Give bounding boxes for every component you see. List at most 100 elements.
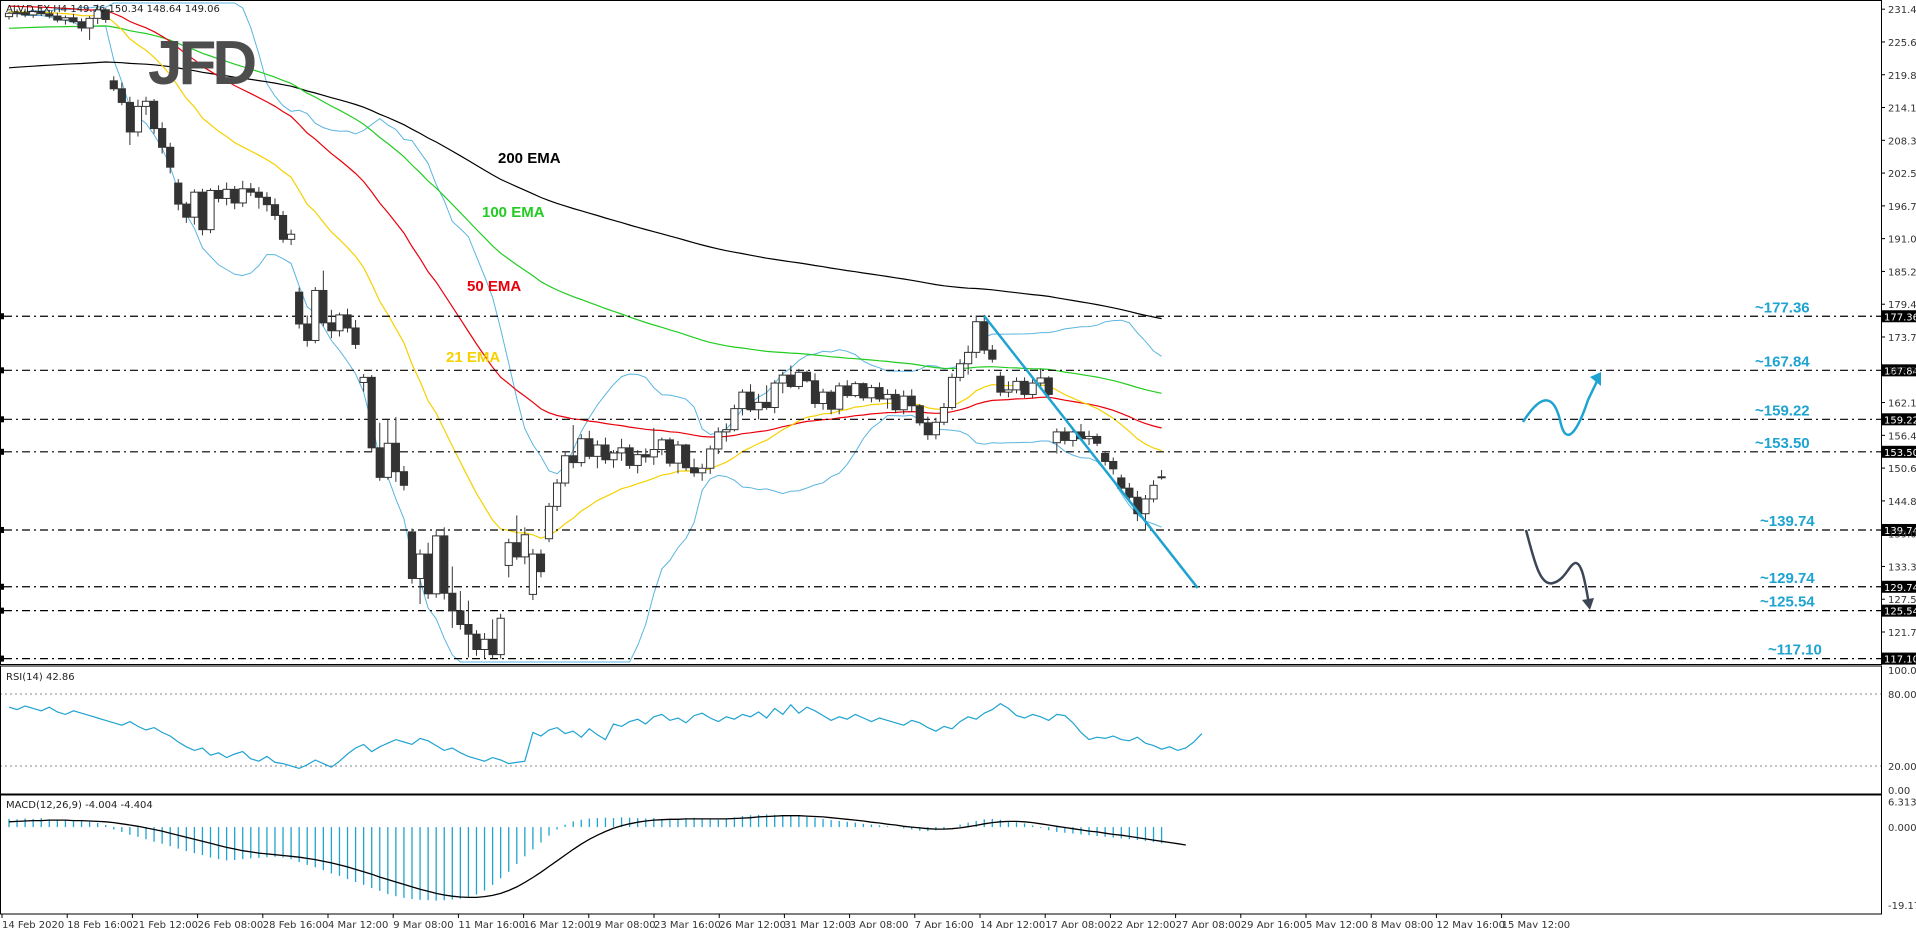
time-tick-label: 4 Mar 12:00 — [328, 920, 388, 928]
price-tick-label: 196.79 — [1888, 202, 1916, 213]
time-tick-label: 16 Mar 12:00 — [524, 920, 591, 928]
bollinger-lower — [8, 12, 1162, 663]
candle-body — [69, 17, 78, 23]
price-tick-label: 139.09 — [1888, 530, 1916, 541]
bullish-arrow-head — [1590, 372, 1601, 386]
bollinger-bands — [8, 2, 1162, 663]
candle-body — [1060, 431, 1069, 441]
price-tick-label: 167.94 — [1888, 366, 1916, 377]
candle-body — [738, 391, 747, 410]
candle-body — [1149, 484, 1158, 500]
candle-body — [706, 448, 715, 469]
level-left-marker — [0, 655, 4, 662]
candle-body — [407, 531, 417, 579]
price-tick-label: 185.25 — [1888, 267, 1916, 278]
price-tick-label: 191.02 — [1888, 235, 1916, 246]
jfd-logo: JFD — [148, 29, 255, 98]
candle-body — [246, 188, 255, 193]
candle-body — [770, 382, 779, 408]
macd-tick-label: 0.000 — [1888, 823, 1916, 834]
candle-body — [1157, 476, 1166, 479]
time-tick-label: 17 Apr 08:00 — [1045, 920, 1110, 928]
candles — [4, 4, 1166, 659]
candle-body — [964, 351, 973, 365]
candle-body — [988, 349, 997, 360]
level-price-tag — [1882, 652, 1916, 665]
candle-body — [972, 321, 981, 353]
candle-body — [657, 439, 666, 451]
candle-body — [61, 17, 70, 21]
time-tick-label: 14 Feb 2020 — [2, 920, 64, 928]
candle-body — [528, 553, 537, 595]
price-tick-label: 219.87 — [1888, 71, 1916, 82]
time-tick-label: 15 May 12:00 — [1502, 920, 1571, 928]
candle-body — [859, 383, 868, 399]
candle-body — [367, 376, 376, 449]
candle-body — [464, 624, 473, 635]
candle-body — [174, 182, 183, 205]
candle-body — [802, 371, 812, 382]
candle-body — [214, 189, 223, 199]
candle-body — [254, 191, 263, 198]
candle-body — [1109, 460, 1118, 470]
candle-body — [1141, 498, 1150, 515]
candle-body — [883, 393, 892, 400]
candle-body — [1044, 377, 1053, 395]
candle-body — [432, 535, 441, 595]
candle-body — [480, 638, 489, 651]
candle-body — [641, 454, 650, 458]
price-tick-label: 156.40 — [1888, 431, 1916, 442]
time-tick-label: 27 Apr 08:00 — [1176, 920, 1241, 928]
candle-body — [544, 505, 554, 540]
candle-body — [270, 204, 280, 216]
ema-label: 21 EMA — [446, 349, 500, 366]
ema-label: 100 EMA — [482, 204, 545, 221]
candle-body — [875, 387, 884, 400]
price-tick-label: 231.41 — [1888, 5, 1916, 16]
level-price-tag — [1882, 604, 1916, 617]
candle-body — [843, 385, 852, 397]
level-label: ~125.54 — [1760, 594, 1815, 611]
candle-body — [415, 553, 425, 579]
time-tick-label: 28 Feb 16:00 — [263, 920, 329, 928]
candle-body — [762, 401, 771, 408]
candle-body — [552, 482, 562, 507]
candle-body — [222, 188, 231, 199]
candle-body — [182, 203, 191, 218]
macd-tick-label: -19.177 — [1888, 901, 1916, 912]
candle-body — [383, 442, 392, 478]
candle-body — [980, 321, 989, 351]
candle-body — [625, 447, 634, 466]
candle-body — [158, 128, 167, 148]
candle-body — [536, 553, 546, 573]
level-left-marker — [0, 526, 4, 533]
candle-body — [4, 12, 14, 18]
candle-body — [496, 617, 505, 656]
candle-body — [311, 289, 320, 341]
price-tick-label: 225.64 — [1888, 38, 1916, 49]
level-left-marker — [0, 607, 4, 614]
candle-body — [617, 447, 626, 454]
level-price-tag-text: 139.74 — [1884, 526, 1916, 537]
macd-panel-frame — [0, 794, 1882, 915]
rsi-panel: 100.00 80.00 20.00 0.00 — [0, 666, 1916, 797]
level-left-marker — [0, 448, 4, 455]
time-tick-label: 19 Mar 08:00 — [589, 920, 656, 928]
candle-body — [1036, 377, 1045, 384]
candle-body — [391, 442, 400, 473]
level-price-tag-text: 177.36 — [1884, 312, 1916, 323]
candle-body — [166, 146, 175, 168]
time-tick-label: 18 Feb 16:00 — [67, 920, 133, 928]
price-tick-label: 162.17 — [1888, 399, 1916, 410]
candle-body — [786, 374, 795, 387]
price-tick-label: 208.33 — [1888, 136, 1916, 147]
candle-body — [730, 408, 739, 431]
candle-body — [1052, 431, 1061, 444]
level-label: ~167.84 — [1755, 353, 1810, 370]
candle-body — [867, 387, 876, 399]
candle-body — [915, 405, 924, 424]
level-price-tag — [1882, 364, 1916, 377]
time-tick-label: 11 Mar 16:00 — [458, 920, 525, 928]
